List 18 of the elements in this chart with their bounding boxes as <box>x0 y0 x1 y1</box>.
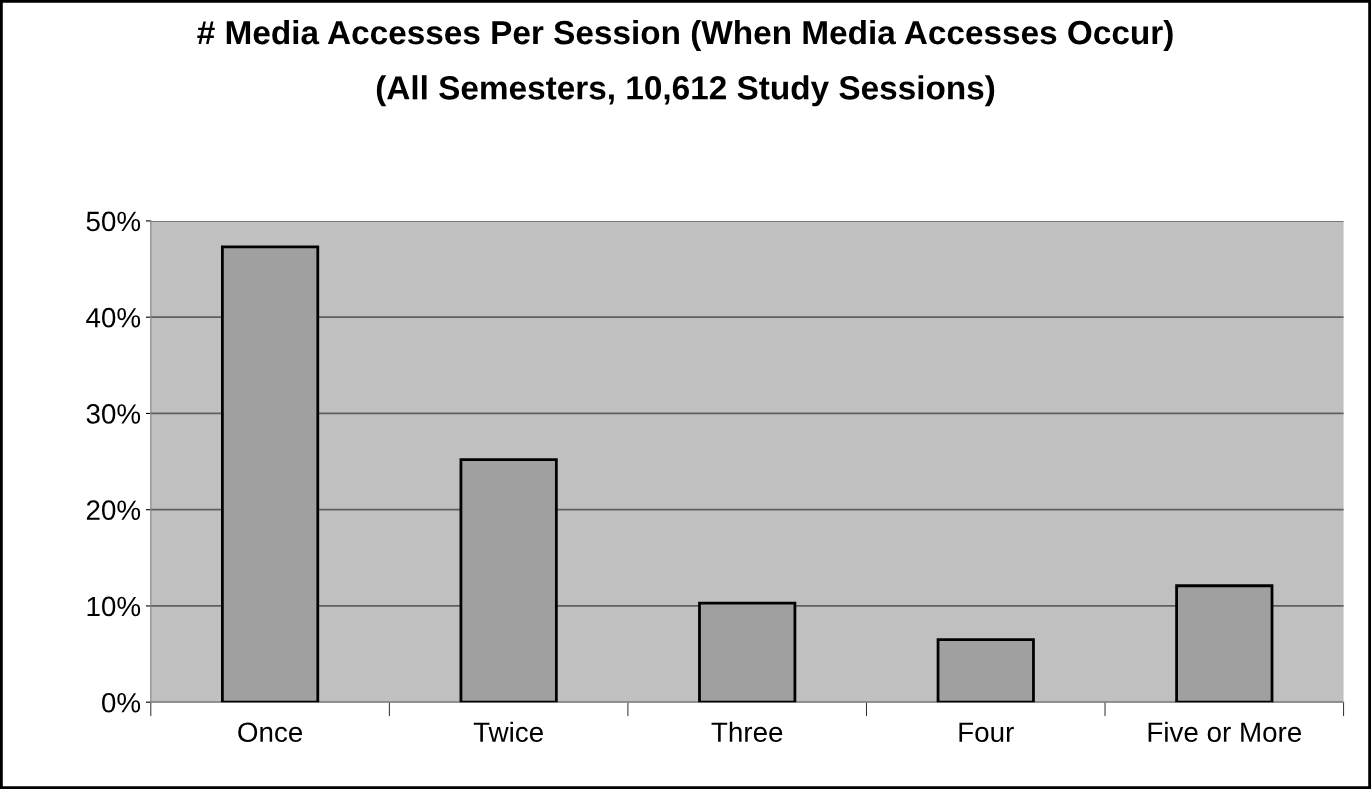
chart-title: # Media Accesses Per Session (When Media Accesses Occur) <box>197 19 1173 52</box>
y-tick-label: 50% <box>86 211 141 232</box>
y-tick-label: 30% <box>86 404 141 424</box>
x-tick-label: Five or More <box>1148 721 1302 743</box>
x-tick-label: Twice <box>473 721 543 743</box>
y-tick-label: 10% <box>87 596 141 617</box>
bar <box>459 458 558 703</box>
x-tick-label: Four <box>959 722 1014 743</box>
bar <box>936 638 1035 703</box>
y-tick-label: 40% <box>86 307 141 328</box>
chart-subtitle: (All Semesters, 10,612 Study Sessions) <box>376 75 995 107</box>
bar <box>1175 584 1274 703</box>
y-tick-label: 0% <box>102 692 141 713</box>
x-tick-label: Three <box>711 721 783 743</box>
y-tick-label: 20% <box>86 500 141 521</box>
x-tick-label: Once <box>238 722 303 743</box>
bar <box>698 601 797 703</box>
bar <box>220 245 320 703</box>
